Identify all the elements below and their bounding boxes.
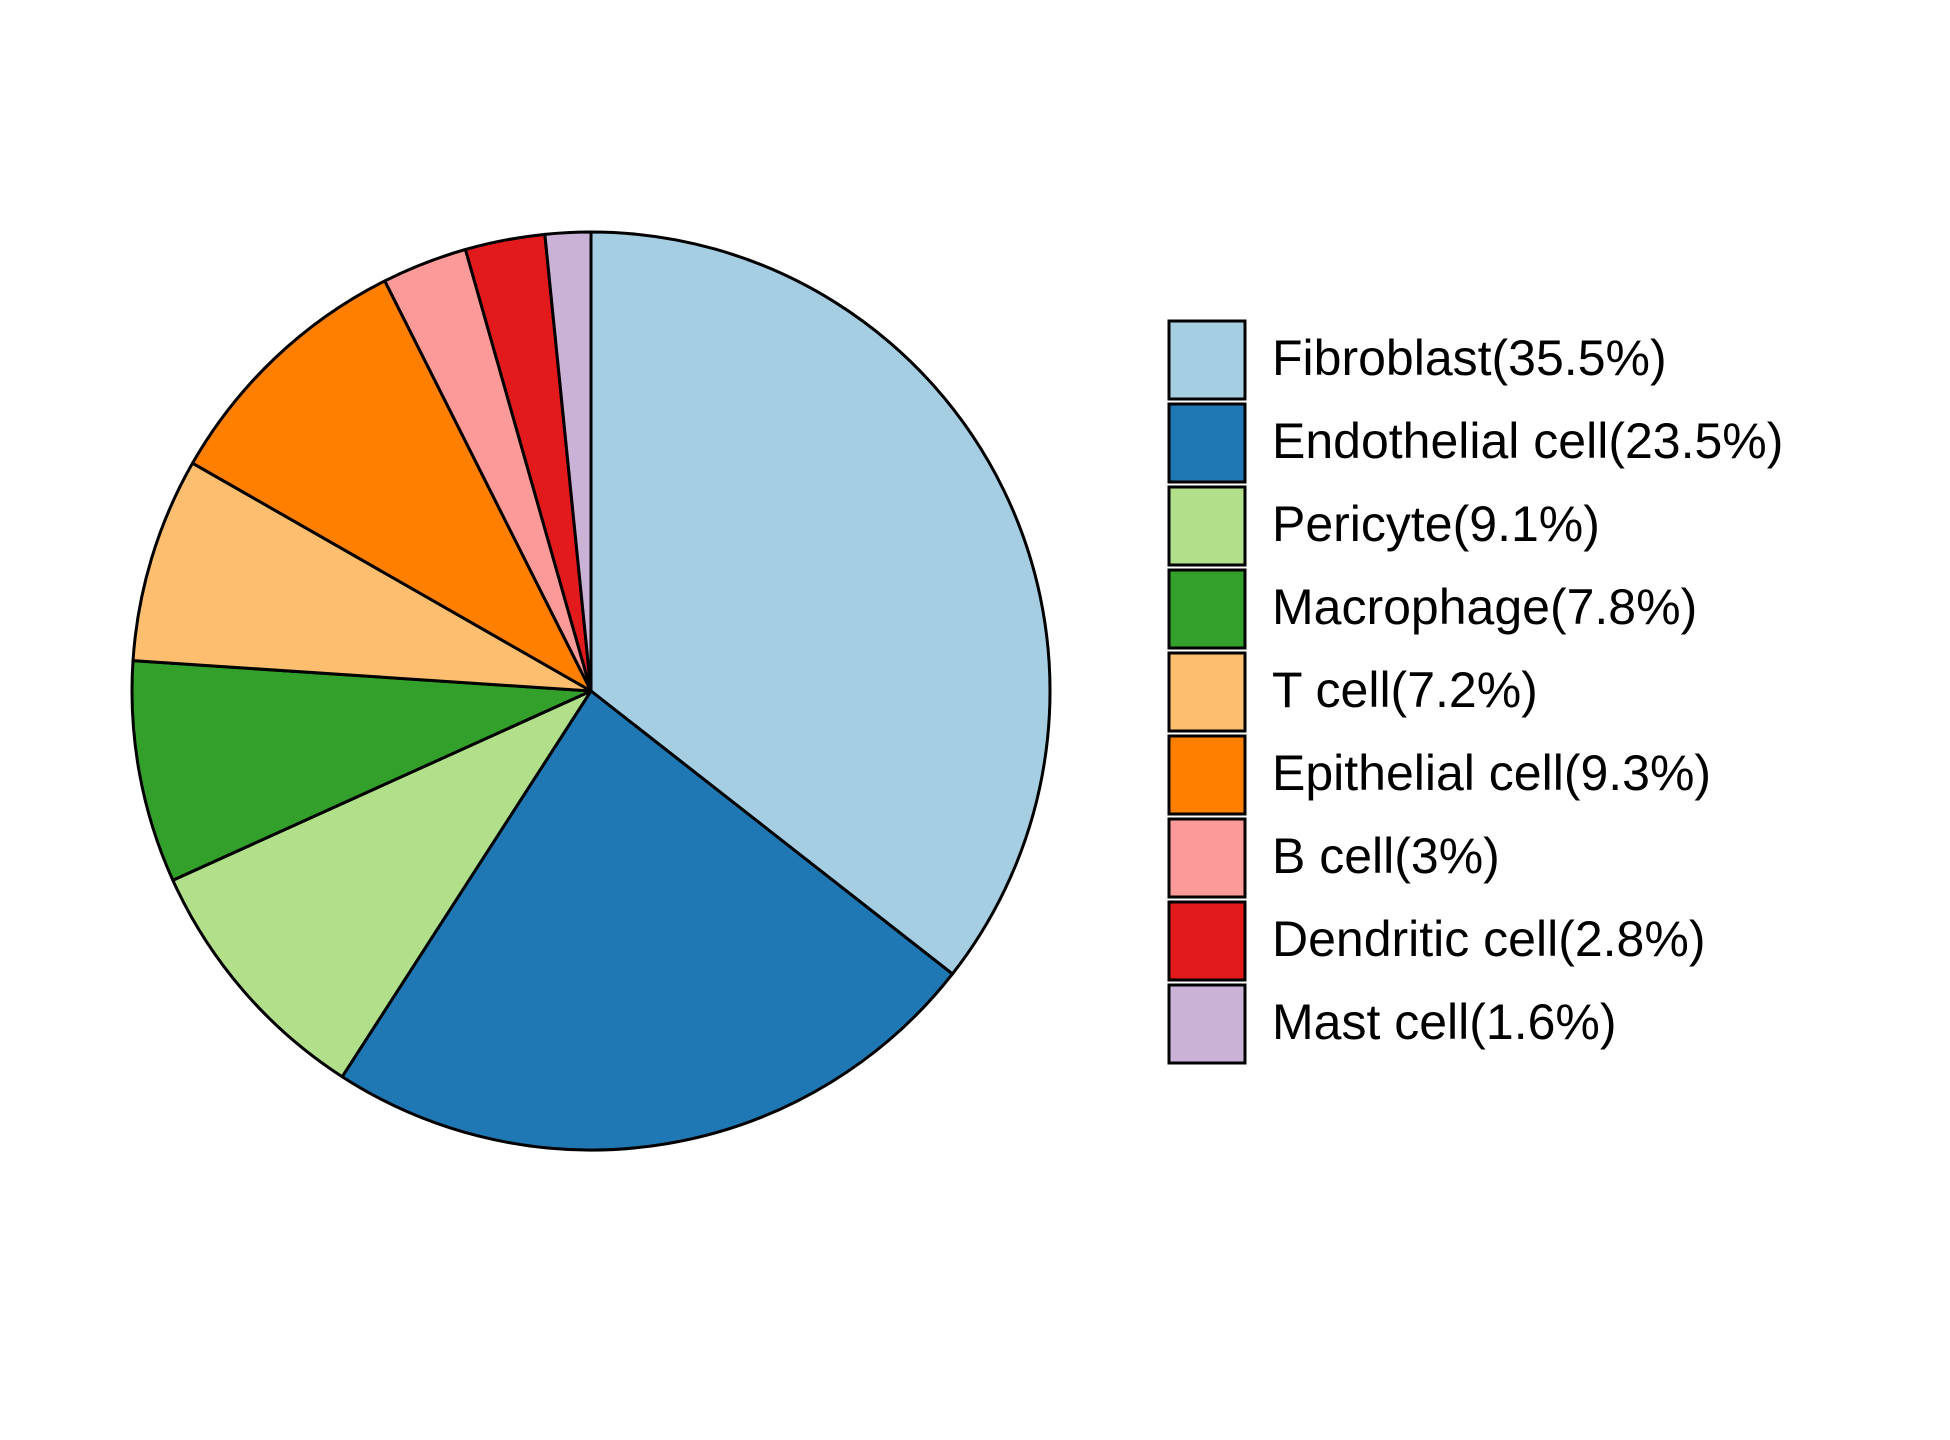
legend-label: Fibroblast(35.5%) [1272, 330, 1667, 386]
legend-label: T cell(7.2%) [1272, 662, 1538, 718]
legend-label: Macrophage(7.8%) [1272, 579, 1697, 635]
legend-swatch [1167, 651, 1247, 733]
legend-label: Endothelial cell(23.5%) [1272, 413, 1783, 469]
legend-label: B cell(3%) [1272, 828, 1500, 884]
legend-label: Dendritic cell(2.8%) [1272, 911, 1705, 967]
pie-slice [589, 230, 1052, 976]
pie-slice [543, 230, 593, 693]
legend-swatch [1167, 817, 1247, 899]
legend-swatch [1167, 900, 1247, 982]
pie-slice [131, 461, 593, 693]
pie-slice [171, 689, 593, 1079]
legend-swatch [1167, 402, 1247, 484]
legend-swatch [1167, 319, 1247, 401]
pie-slice [130, 659, 593, 882]
legend-swatch [1167, 485, 1247, 567]
legend-label: Mast cell(1.6%) [1272, 994, 1617, 1050]
legend-swatch [1167, 734, 1247, 816]
legend-swatch [1167, 983, 1247, 1065]
pie-slice [191, 279, 593, 693]
legend-label: Pericyte(9.1%) [1272, 496, 1600, 552]
legend-swatch [1167, 568, 1247, 650]
legend-label: Epithelial cell(9.3%) [1272, 745, 1711, 801]
pie-slice [340, 689, 954, 1152]
